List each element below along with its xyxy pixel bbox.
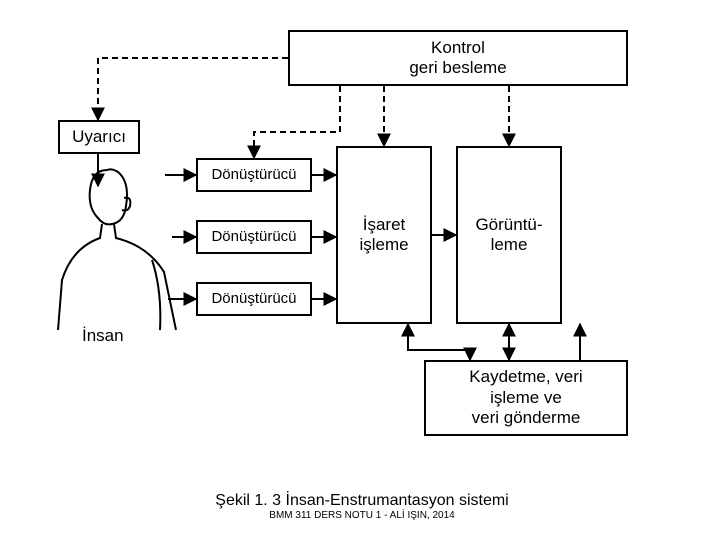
label-insan: İnsan [82,326,124,346]
box-kaydetme: Kaydetme, veriişleme veveri gönderme [424,360,628,436]
box-kontrol-text: Kontrolgeri besleme [409,38,506,79]
box-don2: Dönüştürücü [196,220,312,254]
human-icon [52,160,182,330]
diagram-canvas: Kontrolgeri besleme Uyarıcı Dönüştürücü … [0,0,720,540]
figure-caption: Şekil 1. 3 İnsan-Enstrumantasyon sistemi [172,492,552,510]
box-goruntu-text: Görüntü-leme [475,215,542,256]
box-don3-text: Dönüştürücü [211,290,296,308]
box-uyarici: Uyarıcı [58,120,140,154]
box-uyarici-text: Uyarıcı [72,127,126,147]
box-don1: Dönüştürücü [196,158,312,192]
box-kontrol: Kontrolgeri besleme [288,30,628,86]
box-kaydetme-text: Kaydetme, veriişleme veveri gönderme [469,367,582,428]
box-isaret: İşaretişleme [336,146,432,324]
box-isaret-text: İşaretişleme [359,215,408,256]
box-don1-text: Dönüştürücü [211,166,296,184]
box-goruntu: Görüntü-leme [456,146,562,324]
figure-subcaption: BMM 311 DERS NOTU 1 - ALİ IŞIN, 2014 [232,510,492,521]
box-don2-text: Dönüştürücü [211,228,296,246]
box-don3: Dönüştürücü [196,282,312,316]
